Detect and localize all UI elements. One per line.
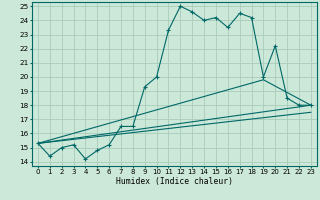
X-axis label: Humidex (Indice chaleur): Humidex (Indice chaleur) <box>116 177 233 186</box>
